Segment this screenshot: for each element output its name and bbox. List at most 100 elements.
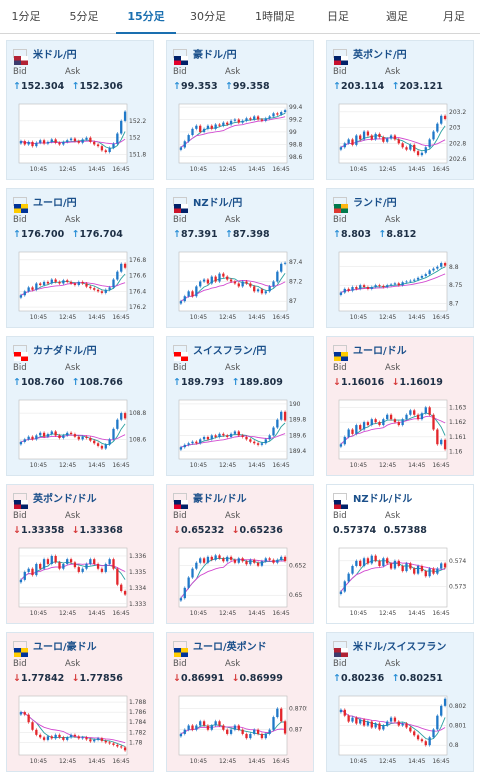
tab-2[interactable]: 15分足	[116, 0, 176, 34]
candle-body	[46, 281, 50, 284]
candle-body	[428, 407, 431, 415]
price-chart[interactable]: 1.788 1.786 1.784 1.782 1.78 10:45 12:45 14:45 1…	[15, 693, 147, 765]
candle-body	[42, 140, 46, 144]
x-tick-label: 16:45	[432, 758, 449, 765]
ma-long-line	[340, 273, 446, 294]
ask-label: Ask	[65, 659, 81, 669]
rate-card[interactable]: 豪ドル/円 Bid Ask ↑99.353 ↑99.358 99.4 99.2 99 9…	[166, 40, 314, 180]
rate-card[interactable]: カナダドル/円 Bid Ask ↑108.760 ↑108.766 108.8 10…	[6, 336, 154, 476]
price-chart[interactable]: 0.8705 0.87 10:45 12:45 14:45 16:45	[175, 693, 307, 765]
tab-5[interactable]: 日足	[327, 10, 349, 23]
candle-body	[339, 292, 343, 295]
price-chart[interactable]: 0.574 0.573 10:45 12:45 14:45 16:45	[335, 545, 467, 617]
rate-card[interactable]: 英ポンド/ドル Bid Ask ↓1.33358 ↓1.33368 1.336 1.…	[6, 484, 154, 624]
candle-body	[202, 279, 206, 282]
candle-body	[206, 556, 210, 563]
price-chart[interactable]: 203.2 203 202.8 202.6 10:45 12:45 14:45 16:45	[335, 101, 467, 173]
pair-name[interactable]: 豪ドル/ドル	[193, 493, 247, 505]
candle-body	[89, 739, 92, 742]
pair-name[interactable]: ユーロ/円	[33, 197, 77, 209]
tab-4[interactable]: 1時間足	[255, 10, 295, 23]
rate-card[interactable]: ユーロ/ドル Bid Ask ↓1.16016 ↓1.16019 1.163 1.1…	[326, 336, 474, 476]
pair-name[interactable]: 英ポンド/円	[353, 49, 407, 61]
candle-body	[260, 733, 264, 739]
pair-name[interactable]: 米ドル/スイスフラン	[353, 641, 447, 653]
candle-body	[77, 281, 80, 286]
candle-body	[378, 560, 381, 566]
tab-3[interactable]: 30分足	[190, 10, 226, 23]
price-chart[interactable]: 1.163 1.162 1.161 1.16 10:45 12:45 14:45 16:45	[335, 397, 467, 469]
rate-card[interactable]: 英ポンド/円 Bid Ask ↑203.114 ↑203.121 203.2 203…	[326, 40, 474, 180]
y-tick-label: 108.6	[129, 436, 146, 443]
rate-card[interactable]: 米ドル/円 Bid Ask ↑152.304 ↑152.306 152.2 152 1…	[6, 40, 154, 180]
pair-name[interactable]: ユーロ/ドル	[353, 345, 407, 357]
pair-name[interactable]: NZドル/円	[193, 197, 243, 209]
candle-body	[339, 591, 343, 594]
pair-name[interactable]: ランド/円	[353, 197, 397, 209]
candle-body	[85, 283, 88, 287]
candle-body	[179, 147, 183, 150]
tab-0[interactable]: 1分足	[11, 10, 41, 23]
candle-body	[206, 125, 210, 129]
price-chart[interactable]: 8.8 8.75 8.7 10:45 12:45 14:45 16:45	[335, 249, 467, 321]
candle-body	[366, 721, 370, 726]
candle-body	[77, 436, 80, 440]
price-chart[interactable]: 99.4 99.2 99 98.8 98.6 10:45 12:45 14:45 16:45	[175, 101, 307, 173]
timeframe-tabs: 1分足 5分足 15分足 30分足 1時間足 日足 週足 月足	[0, 0, 480, 34]
x-tick-label: 12:45	[379, 314, 396, 321]
rate-card[interactable]: ランド/円 Bid Ask ↑8.803 ↑8.812 8.8 8.75 8.7 10:…	[326, 188, 474, 328]
pair-name[interactable]: ユーロ/英ポンド	[193, 641, 267, 653]
price-chart[interactable]: 87.4 87.2 87 10:45 12:45 14:45 16:45	[175, 249, 307, 321]
pair-name[interactable]: NZドル/ドル	[353, 493, 413, 505]
candle-body	[355, 135, 358, 145]
rate-card[interactable]: 豪ドル/ドル Bid Ask ↓0.65232 ↓0.65236 0.652 0.6…	[166, 484, 314, 624]
pair-name[interactable]: 英ポンド/ドル	[33, 493, 97, 505]
tab-6[interactable]: 週足	[386, 10, 408, 23]
candle-body	[440, 439, 443, 445]
ask-arrow-icon: ↑	[224, 229, 233, 240]
pair-name[interactable]: カナダドル/円	[33, 345, 97, 357]
ask-value: 0.57388	[383, 525, 427, 536]
candle-body	[112, 143, 115, 148]
candle-body	[96, 563, 100, 569]
tab-1[interactable]: 5分足	[69, 10, 99, 23]
pair-name[interactable]: スイスフラン/円	[193, 345, 267, 357]
tab-7[interactable]: 月足	[443, 10, 465, 23]
rate-card[interactable]: ユーロ/豪ドル Bid Ask ↓1.77842 ↓1.77856 1.788 1.…	[6, 632, 154, 772]
pair-name[interactable]: 豪ドル/円	[193, 49, 237, 61]
candle-body	[191, 568, 194, 578]
rate-card[interactable]: NZドル/円 Bid Ask ↑87.391 ↑87.398 87.4 87.2 87…	[166, 188, 314, 328]
ask-label: Ask	[65, 67, 81, 77]
y-tick-label: 1.336	[129, 553, 146, 560]
candle-body	[436, 266, 439, 269]
ma-long-line	[20, 563, 126, 581]
candle-body	[249, 733, 252, 739]
rate-card[interactable]: ユーロ/円 Bid Ask ↑176.700 ↑176.704 176.8 176.…	[6, 188, 154, 328]
x-tick-label: 16:45	[432, 166, 449, 173]
candle-body	[46, 434, 50, 437]
candle-body	[123, 111, 127, 121]
ask-arrow-icon: ↓	[71, 673, 80, 684]
price-chart[interactable]: 152.2 152 151.8 10:45 12:45 14:45 16:45	[15, 101, 147, 173]
candle-body	[19, 141, 23, 144]
price-chart[interactable]: 0.652 0.65 10:45 12:45 14:45 16:45	[175, 545, 307, 617]
rate-card[interactable]: 米ドル/スイスフラン Bid Ask ↑0.80236 ↑0.80251 0.80…	[326, 632, 474, 772]
pair-name[interactable]: ユーロ/豪ドル	[33, 641, 97, 653]
price-chart[interactable]: 176.8 176.6 176.4 176.2 10:45 12:45 14:45 16:45	[15, 249, 147, 321]
price-chart[interactable]: 190 189.8 189.6 189.4 10:45 12:45 14:45 16:45	[175, 397, 307, 469]
candle-body	[237, 725, 240, 730]
candle-body	[218, 555, 221, 559]
price-chart[interactable]: 0.802 0.801 0.8 10:45 12:45 14:45 16:45	[335, 693, 467, 765]
candle-body	[272, 717, 275, 730]
candle-body	[210, 435, 213, 440]
plot-area	[338, 103, 448, 164]
price-chart[interactable]: 108.8 108.6 10:45 12:45 14:45 16:45	[15, 397, 147, 469]
ma-short-line	[20, 273, 126, 296]
candle-body	[77, 141, 80, 143]
rate-card[interactable]: NZドル/ドル Bid Ask 0.57374 0.57388 0.574 0.57…	[326, 484, 474, 624]
rate-card[interactable]: スイスフラン/円 Bid Ask ↑189.793 ↑189.809 190 189…	[166, 336, 314, 476]
chart-svg: 99.4 99.2 99 98.8 98.6 10:45 12:45 14:45 16:45	[178, 103, 303, 173]
price-chart[interactable]: 1.336 1.335 1.334 1.333 10:45 12:45 14:45 16:45	[15, 545, 147, 617]
pair-name[interactable]: 米ドル/円	[33, 49, 77, 61]
